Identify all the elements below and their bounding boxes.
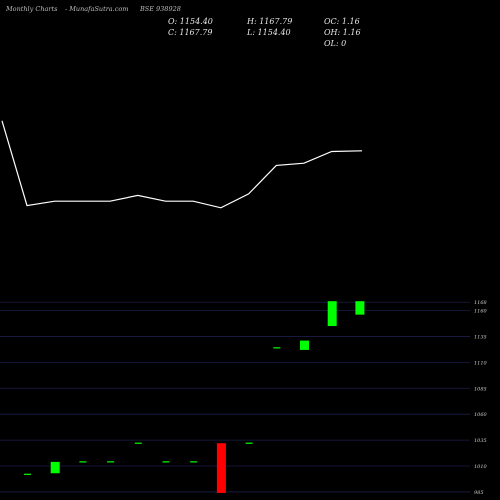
high-value: H: 1167.79 [247, 17, 293, 26]
y-tick-label: 1110 [474, 360, 488, 366]
candle-doji [24, 473, 31, 475]
y-tick-label: 1160 [474, 309, 488, 315]
ol-value: OL: 0 [324, 39, 347, 48]
y-tick-label: 1085 [474, 386, 487, 392]
candle-doji [273, 347, 281, 349]
candle-doji [79, 461, 87, 463]
candle-doji [107, 461, 115, 463]
y-tick-label: 1135 [474, 334, 487, 340]
site-label: - MunafaSutra.com [65, 5, 129, 13]
y-tick-label: 1010 [474, 464, 488, 470]
y-tick-label: 1168 [474, 300, 487, 306]
close-value: C: 1167.79 [168, 28, 213, 37]
candle-up [300, 340, 309, 350]
candle-up [355, 301, 365, 315]
candle-up [327, 301, 337, 327]
candle-up [50, 461, 60, 474]
oh-value: OH: 1.16 [324, 28, 361, 37]
y-tick-label: 985 [474, 490, 484, 496]
open-value: O: 1154.40 [168, 17, 213, 26]
brand-label: Monthly Charts [6, 5, 58, 13]
symbol-label: BSE 938928 [140, 5, 181, 13]
candle-doji [245, 442, 253, 444]
y-tick-label: 1060 [474, 412, 488, 418]
candle-down [216, 443, 226, 493]
candle-doji [134, 442, 142, 444]
candle-doji [190, 461, 198, 463]
low-value: L: 1154.40 [247, 28, 291, 37]
y-tick-label: 1035 [474, 438, 487, 444]
price-line [1, 120, 363, 209]
candle-doji [162, 461, 170, 463]
oc-value: OC: 1.16 [324, 17, 360, 26]
